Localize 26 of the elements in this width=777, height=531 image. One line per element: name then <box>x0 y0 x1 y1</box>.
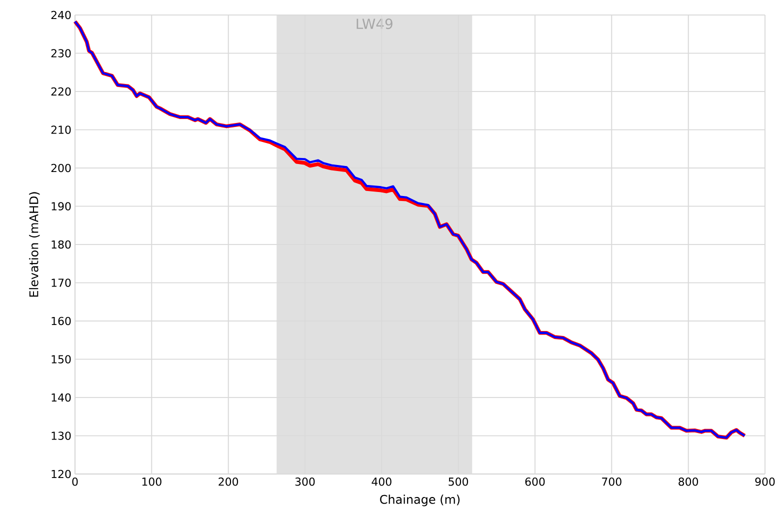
x-tick-label: 500 <box>448 478 468 486</box>
x-tick-label: 900 <box>755 478 775 486</box>
y-tick-label: 120 <box>52 470 71 478</box>
y-tick-label: 160 <box>52 316 71 326</box>
y-tick-label: 180 <box>52 240 71 249</box>
y-tick-label: 130 <box>52 432 71 440</box>
y-tick-label: 220 <box>51 87 71 96</box>
x-tick-label: 800 <box>678 478 698 486</box>
y-tick-label: 170 <box>52 278 71 287</box>
y-tick-label: 200 <box>51 164 71 172</box>
x-tick-label: 700 <box>602 478 622 486</box>
y-tick-label: 150 <box>52 355 71 364</box>
y-tick-label: 230 <box>51 49 71 58</box>
x-tick-label: 200 <box>218 478 238 486</box>
y-tick-label: 140 <box>52 393 71 402</box>
y-tick-label: 240 <box>51 10 71 20</box>
y-tick-label: 190 <box>52 202 71 210</box>
x-axis-title: Chainage (m) <box>380 494 460 506</box>
x-tick-label: 100 <box>142 478 162 486</box>
x-tick-label: 0 <box>72 478 78 486</box>
x-tick-label: 600 <box>525 478 545 486</box>
y-axis-title: Elevation (mAHD) <box>29 192 40 297</box>
x-tick-label: 300 <box>295 478 315 486</box>
x-tick-label: 400 <box>372 478 392 486</box>
y-tick-label: 210 <box>51 126 71 134</box>
band-label: LW49 <box>356 18 392 30</box>
